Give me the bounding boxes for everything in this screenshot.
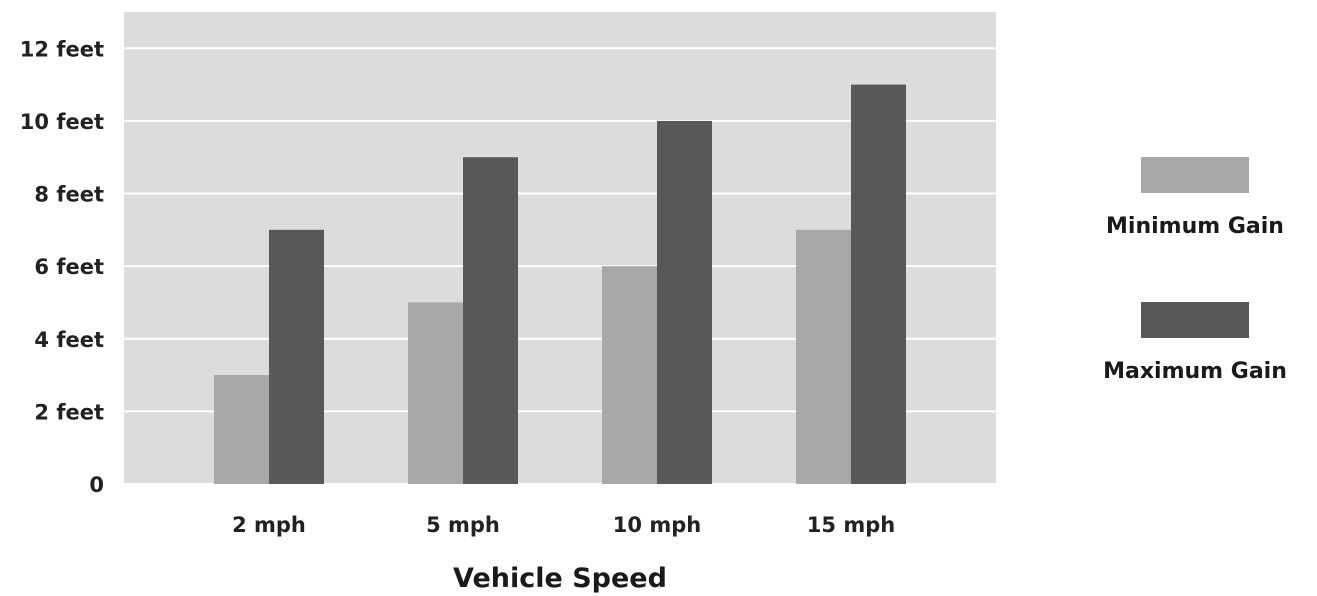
y-tick-label: 4 feet bbox=[34, 328, 104, 352]
x-axis-title: Vehicle Speed bbox=[453, 563, 667, 594]
legend: Minimum Gain Maximum Gain bbox=[1103, 157, 1287, 384]
y-tick-label: 6 feet bbox=[34, 255, 104, 279]
legend-swatch-minimum-gain bbox=[1141, 157, 1249, 193]
y-tick-label: 8 feet bbox=[34, 183, 104, 207]
x-tick-label: 10 mph bbox=[613, 513, 701, 537]
x-tick-label: 15 mph bbox=[807, 513, 895, 537]
bar-maximum-gain-2-mph bbox=[269, 229, 324, 484]
legend-label-minimum-gain: Minimum Gain bbox=[1106, 214, 1284, 239]
x-tick-label: 5 mph bbox=[426, 513, 500, 537]
bar-minimum-gain-2-mph bbox=[214, 375, 269, 484]
legend-swatch-maximum-gain bbox=[1141, 302, 1249, 338]
y-tick-label: 10 feet bbox=[20, 110, 104, 134]
y-tick-label: 12 feet bbox=[20, 37, 104, 61]
bar-minimum-gain-5-mph bbox=[408, 302, 463, 484]
legend-label-maximum-gain: Maximum Gain bbox=[1103, 359, 1287, 384]
bars bbox=[214, 84, 906, 484]
y-axis-tick-labels: 0 2 feet 4 feet 6 feet 8 feet 10 feet 12 feet bbox=[20, 37, 104, 497]
y-tick-label: 2 feet bbox=[34, 400, 104, 424]
x-axis-tick-labels: 2 mph 5 mph 10 mph 15 mph bbox=[232, 513, 895, 537]
bar-maximum-gain-5-mph bbox=[463, 157, 518, 484]
bar-minimum-gain-10-mph bbox=[602, 266, 657, 484]
x-tick-label: 2 mph bbox=[232, 513, 306, 537]
bar-maximum-gain-10-mph bbox=[657, 120, 712, 484]
y-tick-label: 0 bbox=[89, 473, 104, 497]
bar-minimum-gain-15-mph bbox=[796, 229, 851, 484]
bar-maximum-gain-15-mph bbox=[851, 84, 906, 484]
